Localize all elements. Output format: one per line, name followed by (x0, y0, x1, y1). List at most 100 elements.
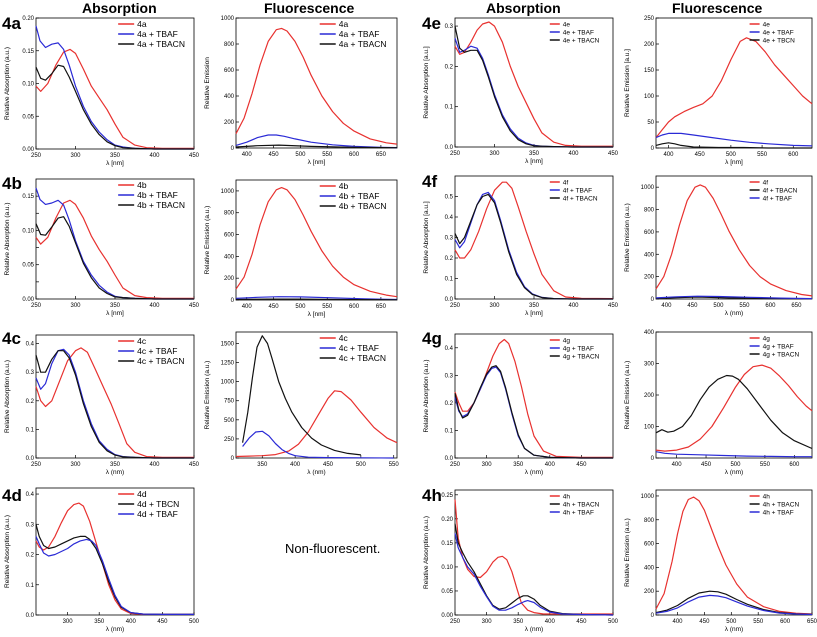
y-tick-label: 0.15 (441, 541, 453, 547)
y-tick-label: 1500 (221, 341, 235, 347)
x-tick-label: 550 (739, 303, 750, 309)
plot-frame (454, 333, 614, 459)
x-tick-label: 400 (290, 462, 301, 468)
series-line-4e-tbacn (454, 25, 613, 148)
series-line-4c (235, 390, 398, 458)
y-tick-label: 0.0 (445, 297, 454, 303)
x-tick-label: 250 (31, 303, 42, 309)
legend-entry: 4g (763, 335, 771, 342)
y-tick-label: 0.2 (26, 553, 35, 559)
header-fluorescence-right: Fluorescence (672, 0, 763, 16)
y-tick-label: 0.4 (445, 215, 454, 221)
x-tick-label: 600 (349, 304, 360, 310)
y-tick-label: 0.05 (441, 589, 453, 595)
series-line-4f-tbacn (454, 193, 613, 300)
y-tick-label: 200 (644, 589, 655, 595)
x-axis-label: λ (nm) (525, 469, 543, 476)
x-tick-label: 350 (110, 303, 121, 309)
series-line-4c-tbacn (242, 335, 361, 456)
x-tick-label: 400 (242, 304, 253, 310)
chart-4c-fluorescence: 350 400 450 500 550 0 250 500 750 1000 1250 1500 λ (… (204, 331, 399, 476)
series-line-4h (655, 496, 813, 615)
series-line-4b-tbacn (235, 298, 398, 301)
y-tick-label: 250 (644, 16, 655, 22)
y-axis-label: Relative Emission (a.u.) (204, 206, 211, 275)
y-tick-label: 0.2 (26, 399, 35, 405)
legend-entry: 4e + TBCN (763, 37, 796, 44)
y-tick-label: 250 (224, 437, 235, 443)
legend-entry: 4b + TBAF (137, 190, 178, 200)
x-tick-label: 400 (149, 462, 160, 468)
x-tick-label: 500 (608, 619, 619, 625)
legend-entry: 4a + TBAF (339, 29, 380, 39)
y-axis-label: Relative Emission (a.u.) (624, 361, 631, 430)
x-tick-label: 350 (529, 303, 540, 309)
x-tick-label: 450 (576, 462, 587, 468)
x-tick-label: 450 (323, 462, 334, 468)
x-tick-label: 350 (110, 153, 121, 159)
legend-entry: 4h (563, 493, 571, 500)
y-tick-label: 0 (651, 297, 655, 303)
legend-entry: 4h (763, 493, 771, 500)
y-tick-label: 800 (224, 211, 235, 217)
series-line-4c-tbaf (242, 430, 394, 459)
chart-4e-fluorescence: 400 450 500 550 600 0 50 100 150 200 250 λ [nm] Rela… (624, 16, 813, 166)
non-fluorescent-note: Non-fluorescent. (285, 541, 381, 556)
x-tick-label: 250 (31, 462, 42, 468)
y-tick-label: 0.05 (22, 114, 34, 120)
series-line-4e-tbcn (655, 142, 812, 149)
series-line-4h (454, 499, 613, 615)
y-tick-label: 0.3 (445, 236, 454, 242)
series-line-4f-tbacn (655, 296, 813, 300)
y-axis-label: Relative Absorption (a.u.) (4, 203, 11, 276)
row-label-4g: 4g (422, 329, 442, 348)
x-axis-label: λ [nm] (525, 158, 543, 165)
series-line-4f-tbaf (454, 191, 613, 300)
x-tick-label: 450 (695, 152, 706, 158)
x-tick-label: 350 (110, 462, 121, 468)
y-tick-label: 0.3 (26, 522, 35, 528)
series-line-4g-tbacn (454, 365, 613, 459)
y-tick-label: 0.3 (26, 370, 35, 376)
series-line-4a (35, 48, 194, 149)
x-axis-label: λ [nm] (525, 310, 543, 317)
x-tick-label: 600 (789, 462, 800, 468)
y-tick-label: 150 (644, 68, 655, 74)
y-tick-label: 800 (644, 518, 655, 524)
y-tick-label: 0.00 (22, 147, 34, 153)
y-axis-label: Relative Absorption (a.u.) (4, 360, 11, 433)
y-axis-label: Relative Absorption (a.u.) (4, 47, 11, 120)
legend-entry: 4f + TBAF (563, 187, 592, 194)
y-tick-label: 0.05 (22, 263, 34, 269)
y-tick-label: 0 (231, 456, 235, 462)
y-tick-label: 400 (644, 565, 655, 571)
x-tick-label: 550 (322, 304, 333, 310)
y-tick-label: 0 (651, 456, 655, 462)
series-line-4e-tbaf (454, 38, 613, 148)
x-tick-label: 350 (257, 462, 268, 468)
header-fluorescence-left: Fluorescence (264, 0, 355, 16)
series-line-4g-tbacn (655, 374, 813, 450)
x-tick-label: 450 (269, 304, 280, 310)
y-tick-label: 1000 (641, 185, 655, 191)
x-tick-label: 350 (513, 619, 524, 625)
x-axis-label: λ (nm) (106, 469, 124, 476)
series-line-4e (655, 37, 813, 138)
y-tick-label: 0.20 (441, 517, 453, 523)
y-tick-label: 0.3 (445, 24, 454, 30)
x-tick-label: 650 (376, 304, 387, 310)
x-tick-label: 550 (389, 462, 400, 468)
y-tick-label: 0.4 (26, 492, 35, 498)
row-label-4c: 4c (2, 329, 21, 348)
y-axis-label: Relative Absorption [a.u.] (423, 46, 430, 118)
y-tick-label: 50 (647, 120, 654, 126)
series-line-4d (35, 502, 194, 615)
row-label-4h: 4h (422, 486, 442, 505)
series-line-4f (655, 184, 813, 297)
y-tick-label: 600 (644, 230, 655, 236)
legend-entry: 4b + TBAF (339, 191, 380, 201)
x-tick-label: 450 (699, 619, 710, 625)
chart-4b-fluorescence: 400 450 500 550 600 650 0 200 400 600 800 1000 λ [nm… (204, 179, 398, 318)
x-tick-label: 450 (608, 303, 619, 309)
row-label-4f: 4f (422, 172, 438, 191)
